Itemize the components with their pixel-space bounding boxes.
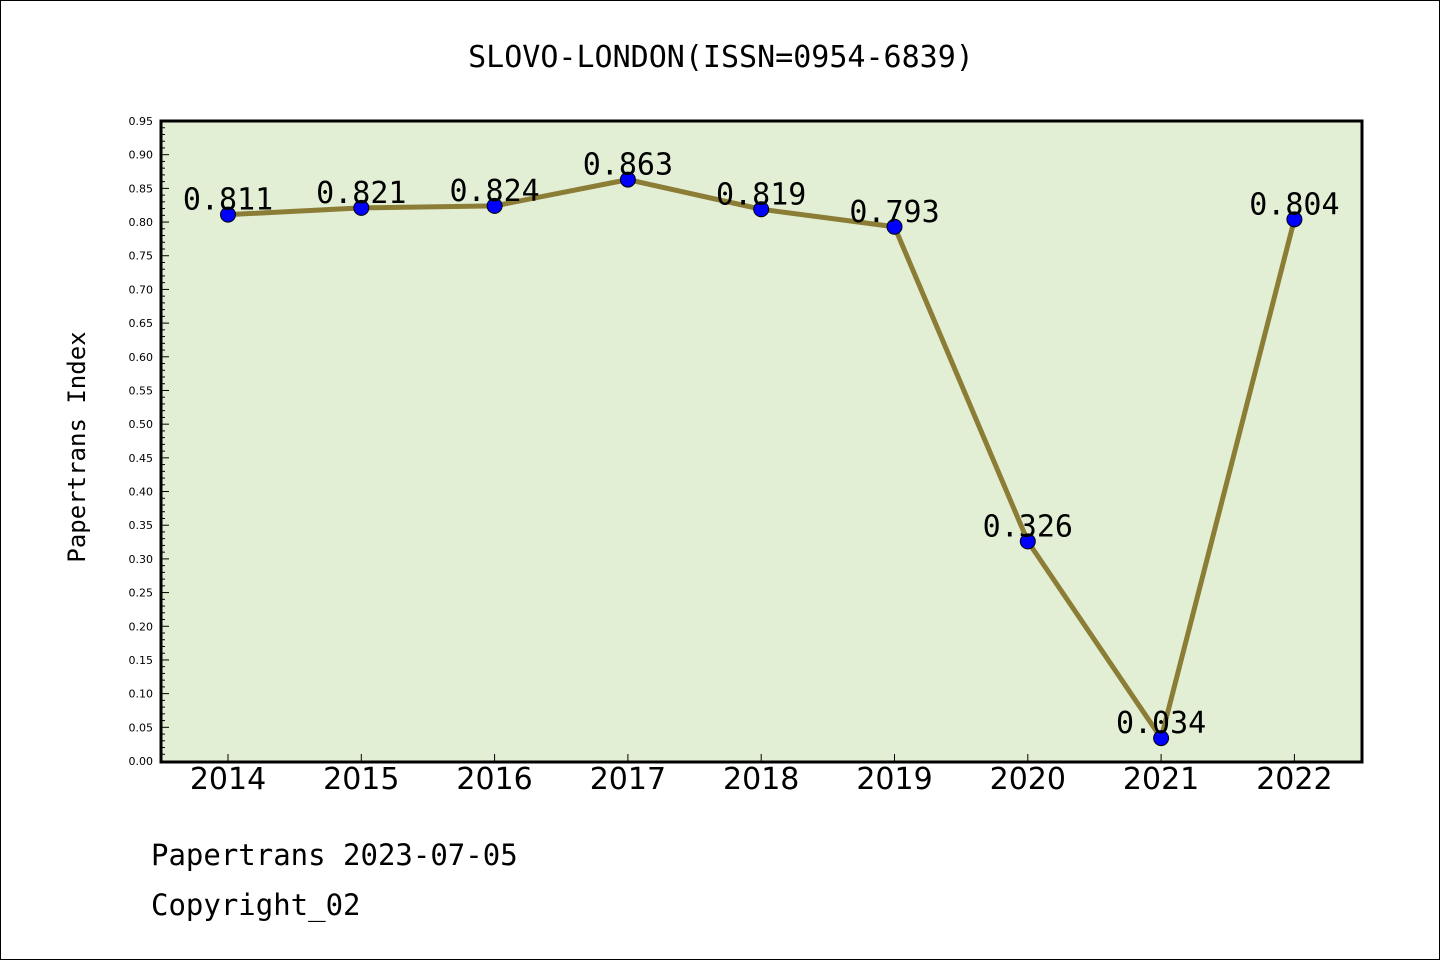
y-tick-label: 0.55: [129, 384, 154, 397]
data-point-marker: [353, 199, 370, 216]
x-tick-label: 2018: [723, 762, 799, 797]
data-point-marker: [220, 206, 236, 223]
data-label: 0.326: [983, 509, 1073, 544]
plot-border: [159, 119, 1364, 764]
footer-date-text: Papertrans 2023-07-05: [151, 838, 518, 872]
data-point-marker: [1153, 730, 1170, 747]
x-tick-label: 2022: [1256, 762, 1332, 797]
data-label: 0.793: [849, 195, 939, 230]
y-tick-label: 0.30: [129, 553, 154, 566]
y-tick-label: 0.60: [129, 351, 154, 364]
x-tick-label: 2017: [590, 762, 666, 797]
x-tick-label: 2021: [1123, 762, 1199, 797]
markers-group: [220, 171, 1303, 747]
y-tick-label: 0.00: [129, 755, 154, 768]
y-axis: 0.00 0.05 0.10 0.15 0.20 0.25 0.30 0.35 0.40 0.45…: [129, 115, 169, 768]
y-tick-label: 0.20: [129, 620, 154, 633]
y-tick-label: 0.05: [129, 721, 154, 734]
x-tick-label: 2016: [456, 762, 532, 797]
chart-title: SLOVO-LONDON(ISSN=0954-6839): [468, 40, 974, 75]
y-tick-label: 0.45: [129, 452, 154, 465]
y-axis-label: Papertrans Index: [63, 331, 91, 562]
y-tick-label: 0.10: [129, 688, 154, 701]
y-tick-label: 0.80: [129, 216, 154, 229]
y-tick-label: 0.50: [129, 418, 154, 431]
data-point-marker: [486, 197, 503, 214]
y-tick-label: 0.95: [129, 115, 154, 128]
data-point-marker: [1286, 211, 1303, 228]
data-label: 0.863: [583, 148, 673, 183]
footer-copyright-text: Copyright_02: [151, 888, 361, 923]
x-tick-label: 2020: [990, 762, 1066, 797]
data-label: 0.811: [183, 183, 273, 218]
data-label: 0.034: [1116, 706, 1206, 741]
y-tick-label: 0.35: [129, 519, 154, 532]
y-tick-label: 0.25: [129, 587, 154, 600]
x-tick-label: 2014: [190, 762, 266, 797]
data-labels-group: 0.811 0.821 0.824 0.863 0.819 0.793 0.326 0.034…: [183, 148, 1340, 741]
data-point-marker: [886, 218, 903, 235]
x-axis: 2014 2015 2016 2017 2018 2019 2020 2021 2022: [190, 754, 1333, 797]
y-tick-label: 0.15: [129, 654, 154, 667]
y-tick-label: 0.85: [129, 182, 154, 195]
y-tick-label: 0.75: [129, 250, 154, 263]
plot-area: [161, 121, 1362, 762]
x-tick-label: 2015: [323, 762, 399, 797]
data-label: 0.819: [716, 177, 806, 212]
data-point-marker: [1019, 533, 1036, 550]
data-point-marker: [753, 201, 770, 218]
y-tick-label: 0.40: [129, 486, 154, 499]
y-tick-label: 0.65: [129, 317, 154, 330]
data-label: 0.821: [316, 176, 406, 211]
data-point-marker: [619, 171, 636, 188]
x-tick-label: 2019: [856, 762, 932, 797]
y-tick-label: 0.90: [129, 149, 154, 162]
y-tick-label: 0.70: [129, 283, 154, 296]
data-label: 0.824: [449, 174, 539, 209]
data-label: 0.804: [1249, 187, 1339, 222]
